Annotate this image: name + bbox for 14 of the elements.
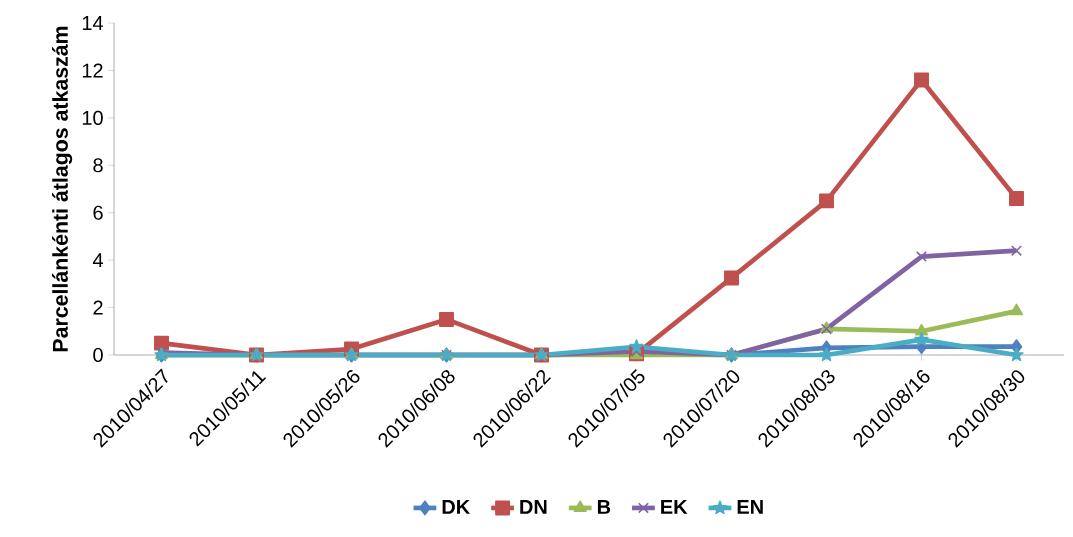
y-tick-label: 10 bbox=[82, 110, 103, 125]
y-tick-label: 0 bbox=[93, 347, 103, 363]
y-tick-label: 4 bbox=[92, 253, 104, 268]
y-tick-label: 2 bbox=[93, 300, 103, 315]
legend-label: B bbox=[597, 500, 611, 514]
y-tick-label: 6 bbox=[93, 205, 103, 220]
y-tick-label: 8 bbox=[93, 158, 103, 173]
legend-label: EN bbox=[737, 500, 763, 514]
legend-label: DN bbox=[520, 500, 547, 514]
y-tick-label: 12 bbox=[82, 63, 103, 78]
legend-label: DK bbox=[442, 500, 470, 514]
legend-label: EK bbox=[661, 500, 688, 514]
y-tick-label: 14 bbox=[82, 16, 104, 30]
y-axis-title: Parcellánkénti átlagos atkaszám bbox=[52, 26, 73, 352]
